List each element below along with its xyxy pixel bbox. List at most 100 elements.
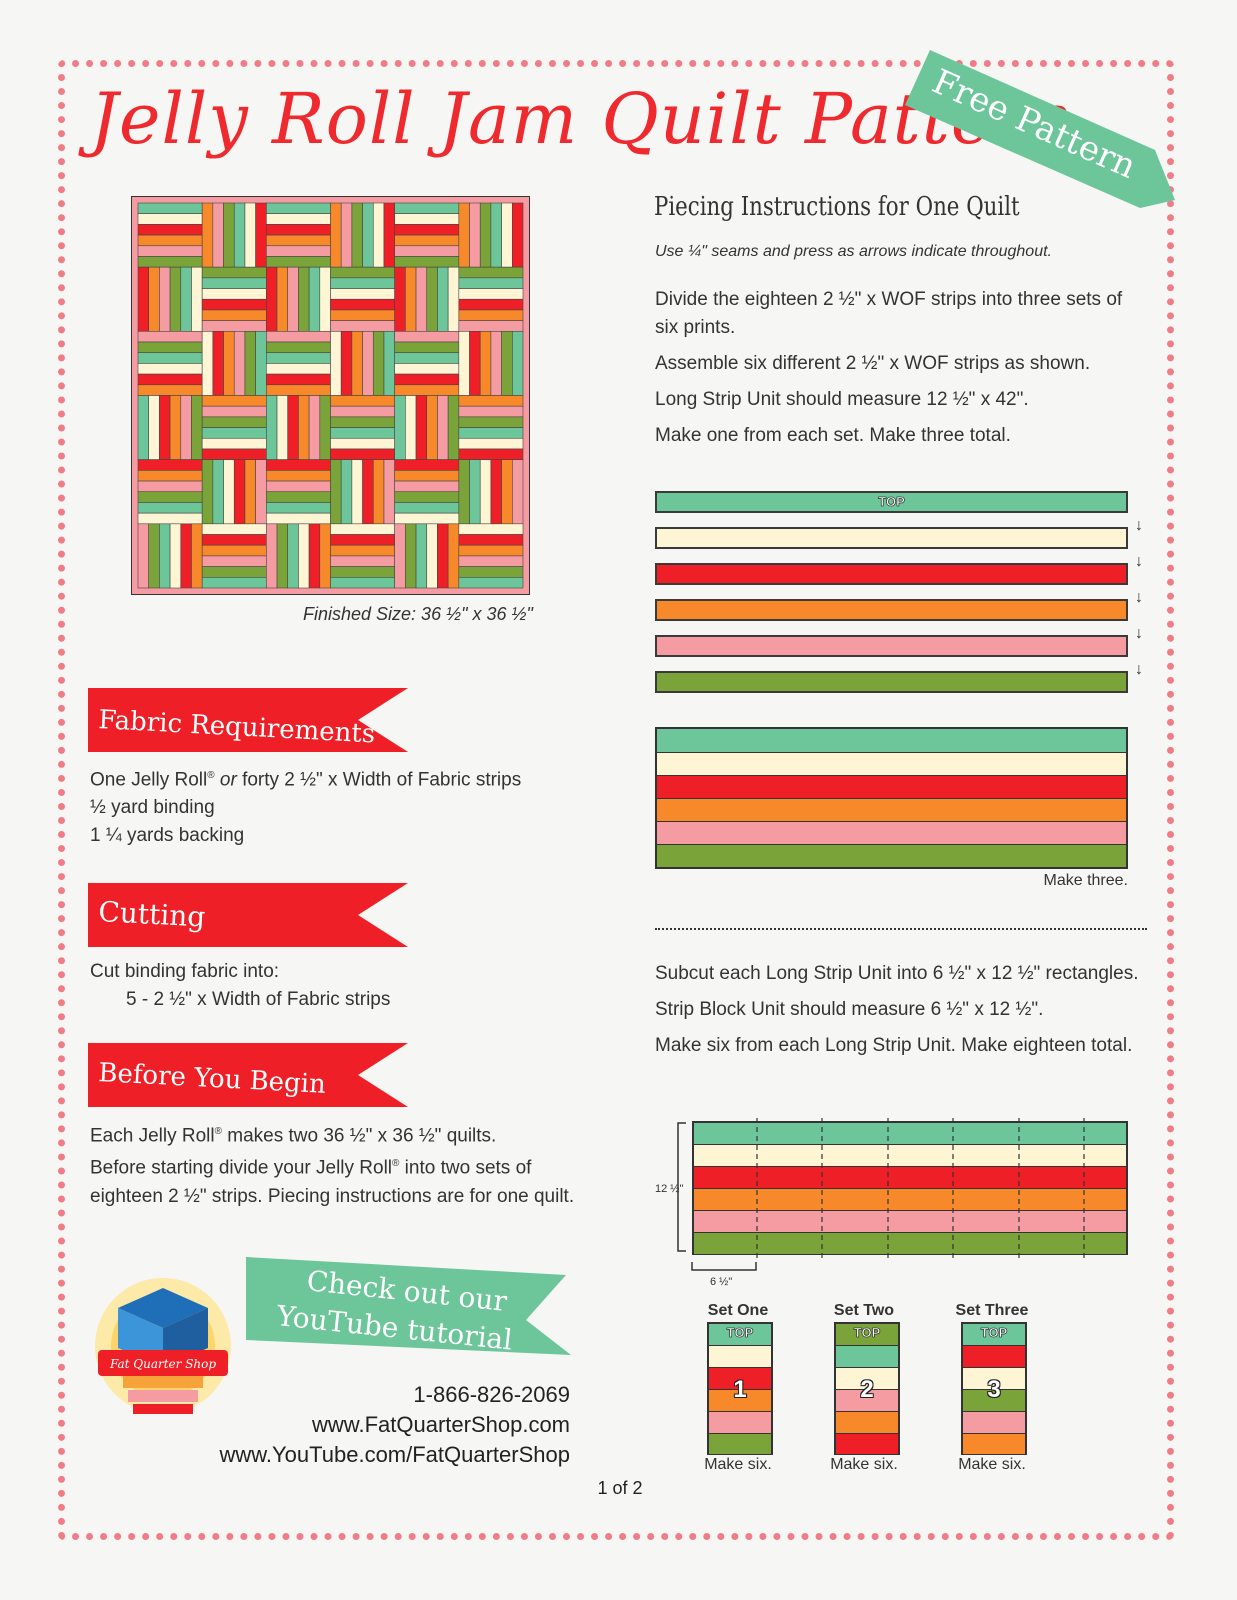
- quilt-strip: [266, 373, 331, 386]
- quilt-strip: [362, 202, 374, 268]
- quilt-strip: [266, 352, 331, 364]
- set-one-block: TOP 1: [707, 1322, 773, 1455]
- make-three: Make three.: [1043, 872, 1128, 889]
- quilt-strip: [330, 395, 395, 407]
- quilt-strip: [330, 577, 395, 589]
- quilt-strip: [137, 245, 203, 257]
- youtube-tutorial-banner[interactable]: Check out our YouTube tutorial: [246, 1245, 576, 1365]
- quilt-strip: [137, 480, 203, 493]
- set-three-block: TOP 3: [961, 1322, 1027, 1455]
- quilt-strip: [287, 395, 299, 460]
- quilt-strip: [437, 266, 449, 332]
- quilt-strip: [330, 448, 395, 460]
- quilt-strip: [233, 459, 246, 525]
- quilt-strip: [394, 523, 406, 589]
- quilt-strip: [298, 395, 310, 460]
- quilt-strip: [266, 480, 331, 493]
- quilt-strip: [201, 577, 267, 589]
- before-you-begin-banner: Before You Begin: [88, 1043, 408, 1107]
- quilt-strip: [266, 245, 331, 257]
- strip-orange: [655, 599, 1128, 621]
- quilt-strip: [201, 427, 267, 439]
- quilt-strip: [201, 448, 267, 460]
- quilt-strip: [201, 395, 267, 407]
- quilt-strip: [479, 202, 492, 268]
- subcut-strip-unit: [692, 1121, 1128, 1255]
- cutting-heading: Cutting: [98, 895, 207, 934]
- quilt-strip: [330, 416, 395, 428]
- quilt-strip: [223, 202, 235, 268]
- quilt-strip: [362, 331, 374, 396]
- quilt-illustration: [131, 196, 530, 595]
- top-label: TOP: [878, 494, 905, 510]
- quilt-strip: [319, 266, 331, 332]
- quilt-strip: [148, 523, 160, 589]
- quilt-strip: [394, 234, 460, 247]
- quilt-strip: [458, 566, 524, 578]
- quilt-strip: [223, 331, 235, 396]
- quilt-strip: [426, 523, 438, 589]
- quilt-strip: [255, 202, 267, 268]
- quilt-strip: [169, 523, 182, 589]
- quilt-strip: [458, 309, 524, 321]
- quilt-strip: [308, 266, 321, 332]
- dotted-page-border: [58, 60, 1174, 1540]
- quilt-strip: [233, 202, 246, 268]
- quilt-strip: [479, 459, 492, 525]
- piecing-subheading: Use ¼" seams and press as arrows indicat…: [655, 243, 1052, 260]
- quilt-strip: [458, 298, 524, 311]
- quilt-strip: [469, 459, 481, 525]
- quilt-strip: [201, 277, 267, 289]
- press-arrow-icon: ↓: [1135, 589, 1143, 606]
- dimension-height: 12 ½": [655, 1183, 683, 1195]
- quilt-strip: [383, 459, 395, 525]
- set-one-number: 1: [733, 1376, 747, 1403]
- quilt-strip: [319, 395, 331, 460]
- quilt-strip: [458, 288, 524, 300]
- set-two-block: TOP 2: [834, 1322, 900, 1455]
- quilt-strip: [201, 298, 267, 311]
- quilt-strip: [266, 331, 331, 343]
- quilt-strip: [287, 523, 299, 589]
- cutting-banner: Cutting: [88, 883, 408, 947]
- youtube-link[interactable]: www.YouTube.com/FatQuarterShop: [219, 1442, 570, 1467]
- quilt-strip: [330, 309, 395, 321]
- phone-number[interactable]: 1-866-826-2069: [413, 1382, 570, 1407]
- quilt-strip: [469, 202, 481, 268]
- quilt-strip: [255, 331, 267, 396]
- press-arrow-icon: ↓: [1135, 553, 1143, 570]
- quilt-strip: [372, 459, 385, 525]
- quilt-strip: [330, 266, 395, 279]
- quilt-strip: [512, 202, 524, 268]
- quilt-strip: [394, 245, 460, 257]
- quilt-strip: [330, 437, 395, 450]
- logo-text: Fat Quarter Shop: [109, 1357, 216, 1371]
- quilt-strip: [137, 331, 203, 343]
- quilt-strip: [458, 331, 470, 396]
- quilt-strip: [191, 523, 203, 589]
- quilt-strip: [458, 544, 524, 557]
- quilt-strip: [201, 459, 214, 525]
- quilt-strip: [426, 266, 438, 332]
- set-three-label: Set Three: [955, 1302, 1029, 1319]
- quilt-strip: [212, 202, 224, 268]
- press-arrow-icon: ↓: [1135, 661, 1143, 678]
- quilt-strip: [137, 341, 203, 354]
- quilt-strip: [340, 459, 353, 525]
- quilt-strip: [458, 405, 524, 418]
- press-arrow-icon: ↓: [1135, 517, 1143, 534]
- quilt-strip: [137, 384, 203, 396]
- quilt-strip: [201, 566, 267, 578]
- quilt-strip: [266, 363, 331, 375]
- quilt-strip: [212, 331, 224, 396]
- quilt-strip: [298, 523, 310, 589]
- piecing-heading: Piecing Instructions for One Quilt: [654, 192, 1020, 222]
- free-pattern-banner: Free Pattern: [905, 50, 1175, 208]
- quilt-strip: [405, 266, 417, 332]
- website-link[interactable]: www.FatQuarterShop.com: [312, 1412, 570, 1437]
- quilt-strip: [137, 470, 203, 482]
- quilt-strip: [458, 534, 524, 546]
- quilt-strip: [351, 459, 363, 525]
- quilt-strip: [394, 363, 460, 375]
- quilt-strip: [148, 395, 160, 460]
